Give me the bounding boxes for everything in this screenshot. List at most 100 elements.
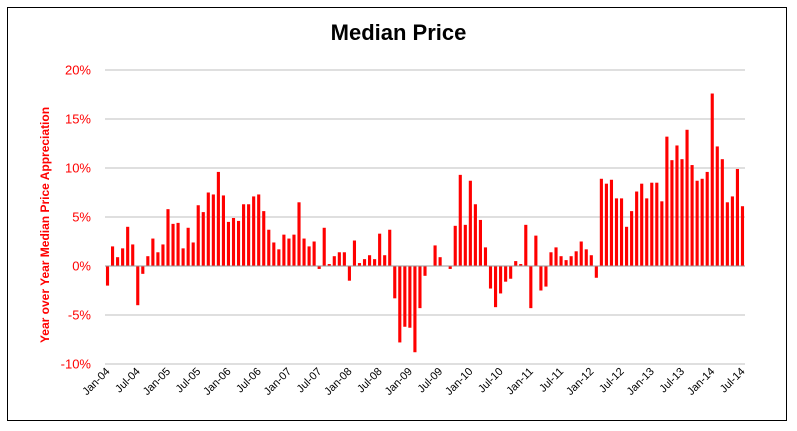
bar <box>715 146 719 266</box>
bar <box>670 160 674 266</box>
bar <box>196 205 200 266</box>
bar <box>700 178 704 266</box>
x-tick-label: Jan-12 <box>564 366 596 398</box>
bar <box>347 266 351 281</box>
bar <box>730 196 734 266</box>
bar <box>307 246 311 266</box>
bar <box>453 225 457 266</box>
bar <box>463 224 467 266</box>
bar <box>625 226 629 266</box>
bar <box>378 233 382 266</box>
bar <box>247 204 251 266</box>
bar <box>519 264 523 266</box>
bar <box>539 266 543 291</box>
bar <box>690 165 694 266</box>
x-tick-label: Jul-11 <box>537 366 566 395</box>
x-tick-label: Jul-14 <box>718 366 748 396</box>
bar <box>650 182 654 266</box>
bar <box>161 244 165 266</box>
x-tick-label: Jul-04 <box>113 366 143 396</box>
bar <box>614 198 619 266</box>
bar <box>267 229 271 266</box>
bar <box>423 266 427 276</box>
bar <box>236 220 241 266</box>
bar <box>544 266 548 287</box>
bar <box>297 202 301 266</box>
bar <box>695 180 699 266</box>
x-tick-label: Jan-08 <box>322 366 354 398</box>
bar <box>660 201 664 266</box>
bar <box>609 179 614 266</box>
bar <box>322 227 326 266</box>
bar <box>327 264 331 266</box>
bar <box>705 171 709 266</box>
bar <box>211 194 215 266</box>
x-tick-label: Jul-12 <box>597 366 627 396</box>
bar <box>438 257 442 266</box>
bar <box>116 257 120 266</box>
bar <box>136 266 140 306</box>
bar <box>564 260 568 266</box>
bar <box>504 266 508 282</box>
bar <box>630 211 634 266</box>
y-tick-label: 5% <box>72 210 91 225</box>
x-tick-label: Jan-10 <box>443 366 475 398</box>
bar <box>534 235 538 266</box>
bar <box>433 245 437 266</box>
bar <box>478 219 482 266</box>
bar <box>509 266 513 279</box>
bar <box>221 195 225 266</box>
x-tick-label: Jul-13 <box>657 366 687 396</box>
bar <box>665 136 669 266</box>
bar <box>362 259 367 266</box>
bar <box>277 249 281 266</box>
bar <box>388 229 392 266</box>
bar <box>398 266 402 343</box>
bar <box>635 191 639 266</box>
bar <box>655 182 659 266</box>
x-tick-label: Jan-11 <box>504 366 536 398</box>
bar <box>373 259 377 266</box>
bar <box>342 252 346 266</box>
bar <box>176 222 180 266</box>
bar <box>403 266 407 327</box>
bar <box>201 212 205 266</box>
y-tick-label: 15% <box>65 112 91 127</box>
y-tick-labels: -10% -5% 0% 5% 10% 15% 20% <box>61 63 92 372</box>
x-tick-label: Jan-09 <box>383 366 415 398</box>
bar <box>619 198 624 266</box>
bar <box>352 240 357 266</box>
x-tick-label: Jul-06 <box>234 366 264 396</box>
bar <box>357 263 362 266</box>
bar <box>458 174 462 266</box>
x-tick-label: Jul-07 <box>295 366 325 396</box>
bar <box>110 246 115 266</box>
bar <box>675 145 679 266</box>
bar <box>126 226 130 266</box>
x-tick-label: Jan-06 <box>201 366 233 398</box>
bar <box>191 242 195 266</box>
bar <box>529 266 533 309</box>
x-tick-label: Jan-05 <box>141 366 173 398</box>
x-tick-label: Jan-07 <box>262 366 294 398</box>
bar <box>549 252 553 266</box>
bar <box>493 266 498 308</box>
y-tick-label: -10% <box>61 357 92 372</box>
x-tick-label: Jul-05 <box>174 366 204 396</box>
bar <box>599 178 603 266</box>
bar <box>282 234 286 266</box>
bar <box>594 266 598 278</box>
x-tick-label: Jul-08 <box>355 366 385 396</box>
bar <box>473 204 477 266</box>
bar <box>710 93 714 267</box>
bar <box>302 238 306 266</box>
bar <box>604 183 608 266</box>
bar <box>317 266 321 269</box>
bar <box>483 247 488 266</box>
bar <box>685 129 689 266</box>
bar <box>574 251 578 266</box>
x-tick-label: Jan-13 <box>625 366 657 398</box>
y-tick-label: 20% <box>65 63 91 78</box>
bar <box>166 209 170 266</box>
